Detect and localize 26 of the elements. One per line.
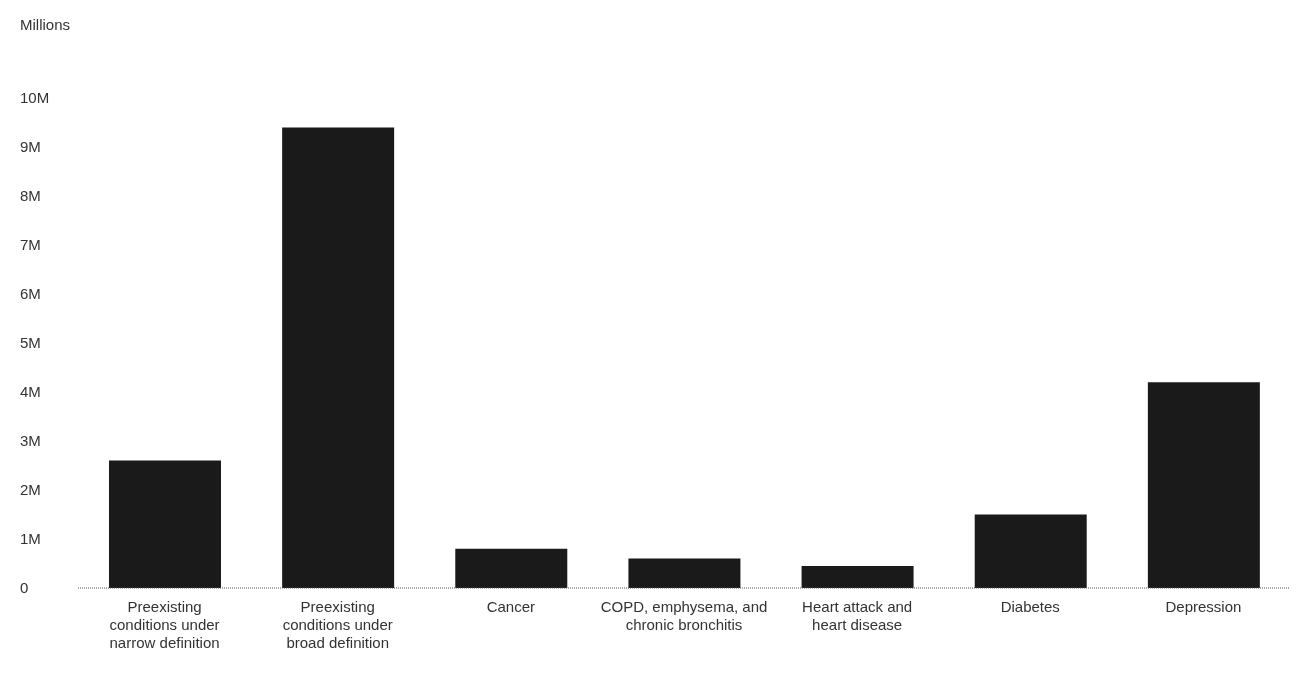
bar	[1147, 382, 1260, 588]
y-tick-label: 8M	[20, 187, 41, 204]
bar	[628, 558, 741, 588]
bar	[974, 514, 1087, 588]
y-tick-label: 2M	[20, 481, 41, 498]
x-tick-label: Depression	[1165, 598, 1242, 615]
bar	[282, 127, 395, 588]
x-tick-label: Preexisting conditions under narrow definition	[109, 598, 220, 651]
y-tick-label: 0	[20, 579, 29, 596]
y-tick-label: 4M	[20, 383, 41, 400]
y-axis-title: Millions	[20, 16, 71, 33]
x-tick-label: Preexisting conditions under broad definition	[282, 598, 393, 651]
bar	[455, 548, 568, 588]
bar	[801, 565, 914, 588]
y-tick-label: 9M	[20, 138, 41, 155]
y-tick-label: 10M	[20, 89, 50, 106]
y-tick-label: 6M	[20, 285, 41, 302]
x-tick-label: Heart attack and heart disease	[802, 598, 913, 633]
y-tick-label: 1M	[20, 530, 41, 547]
x-tick-label: Cancer	[486, 598, 536, 615]
x-tick-label: Diabetes	[1000, 598, 1060, 615]
x-tick-label: COPD, emphysema, and chronic bronchitis	[600, 598, 768, 633]
y-tick-label: 3M	[20, 432, 41, 449]
y-tick-label: 7M	[20, 236, 41, 253]
bar	[109, 460, 221, 588]
y-tick-label: 5M	[20, 334, 41, 351]
